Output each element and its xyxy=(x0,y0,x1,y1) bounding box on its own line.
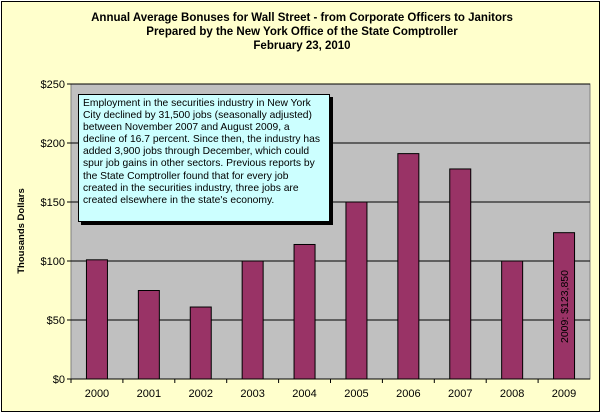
x-tick-label-2008: 2008 xyxy=(500,388,524,400)
bars xyxy=(85,153,576,380)
chart-title-line-3: February 23, 2010 xyxy=(253,40,350,52)
bar-annotation-2009: 2009: $123,850 xyxy=(559,270,571,343)
bar-2001 xyxy=(137,290,160,380)
x-tick-label-2001: 2001 xyxy=(137,388,161,400)
x-tick-label-2006: 2006 xyxy=(396,388,420,400)
chart-title-line-1: Annual Average Bonuses for Wall Street -… xyxy=(91,12,513,24)
y-tick-label: $0 xyxy=(53,374,65,386)
bar-2006 xyxy=(397,153,420,380)
x-tick-label-2007: 2007 xyxy=(448,388,472,400)
bar-2008 xyxy=(501,260,524,380)
x-tick-label-2004: 2004 xyxy=(292,388,316,400)
x-tick-label-2003: 2003 xyxy=(240,388,264,400)
y-axis-label: Thousands Dollars xyxy=(16,188,27,274)
employment-note-box: Employment in the securities industry in… xyxy=(78,94,330,222)
y-tick-label: $100 xyxy=(41,256,65,268)
y-tick-labels: $0 $50 $100 $150 $200 $250 xyxy=(41,79,71,386)
y-tick-label: $200 xyxy=(41,138,65,150)
x-tick-labels: 2000 2001 2002 2003 2004 2005 2006 2007 2008 2009 xyxy=(70,379,576,400)
bar-2002 xyxy=(189,306,212,380)
chart-title-line-2: Prepared by the New York Office of the S… xyxy=(146,26,458,38)
bar-2003 xyxy=(241,260,264,380)
bar-2000 xyxy=(85,259,108,380)
employment-note-text: Employment in the securities industry in… xyxy=(83,98,320,206)
x-tick-label-2005: 2005 xyxy=(344,388,368,400)
x-tick-label-2009: 2009 xyxy=(552,388,576,400)
bar-2004 xyxy=(293,243,316,380)
bar-2007 xyxy=(449,168,472,380)
bar-2005 xyxy=(345,201,368,380)
y-tick-label: $50 xyxy=(47,315,65,327)
x-tick-label-2000: 2000 xyxy=(85,388,109,400)
y-tick-label: $150 xyxy=(41,197,65,209)
x-tick-label-2002: 2002 xyxy=(189,388,213,400)
y-tick-label: $250 xyxy=(41,79,65,91)
